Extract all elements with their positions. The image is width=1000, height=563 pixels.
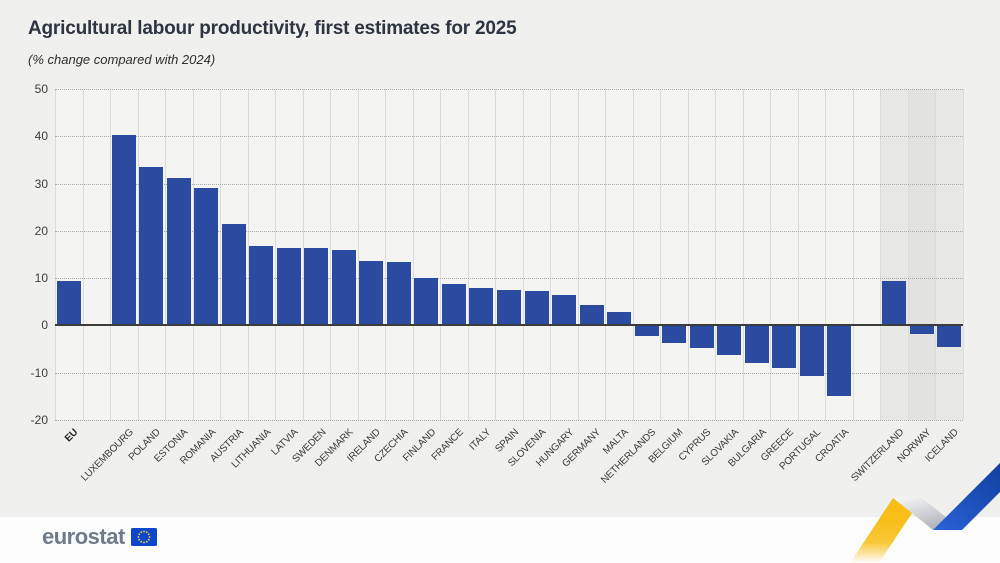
y-gridline [55, 372, 963, 374]
column-gridline [880, 89, 882, 420]
column-gridline [220, 89, 222, 420]
footer-band: eurostat [0, 517, 1000, 563]
column-gridline [715, 89, 717, 420]
column-gridline [742, 89, 744, 420]
zero-line [55, 324, 963, 327]
bar [607, 312, 632, 326]
column-gridline [357, 89, 359, 420]
column-gridline [302, 89, 304, 420]
y-gridline [55, 278, 963, 280]
bar [717, 325, 742, 355]
bar [772, 325, 797, 368]
bar [827, 325, 852, 396]
bar [744, 325, 769, 363]
y-axis-label: 30 [34, 176, 48, 191]
non-eu-shade [935, 89, 963, 420]
bar [331, 250, 356, 326]
column-gridline [110, 89, 112, 420]
y-axis-label: 0 [41, 318, 48, 333]
column-gridline [852, 89, 854, 420]
bar [882, 281, 907, 326]
column-gridline [137, 89, 139, 420]
y-axis-label: 20 [34, 223, 48, 238]
bar [304, 248, 329, 326]
bar [194, 188, 219, 326]
column-gridline [522, 89, 524, 420]
eurostat-ribbon-graphic [850, 463, 1000, 563]
column-gridline [577, 89, 579, 420]
y-gridline [55, 136, 963, 138]
bar [662, 325, 687, 343]
bar [276, 247, 301, 326]
bar [221, 224, 246, 326]
column-gridline [467, 89, 469, 420]
bar [249, 245, 274, 326]
bar [579, 304, 604, 326]
bar [909, 325, 934, 335]
x-axis-label: EU [63, 427, 81, 445]
y-gridline [55, 89, 963, 90]
column-gridline [963, 89, 964, 420]
x-axis-label: ITALY [467, 427, 494, 453]
eu-flag-icon [130, 528, 157, 546]
bar [552, 294, 577, 326]
y-gridline [55, 230, 963, 232]
column-gridline [770, 89, 772, 420]
column-gridline [935, 89, 937, 420]
bar [56, 281, 81, 326]
column-gridline [660, 89, 662, 420]
bar [799, 325, 824, 376]
page-title: Agricultural labour productivity, first … [28, 18, 517, 39]
y-axis-label: 40 [34, 129, 48, 144]
bar [937, 325, 962, 348]
eurostat-logo: eurostat [42, 526, 157, 548]
column-gridline [385, 89, 387, 420]
non-eu-shade [880, 89, 908, 420]
eurostat-logo-text: eurostat [42, 524, 125, 549]
column-gridline [495, 89, 497, 420]
bar [111, 135, 136, 326]
column-gridline [687, 89, 689, 420]
bar [524, 290, 549, 326]
y-axis-label: 50 [34, 82, 48, 96]
bar [414, 277, 439, 326]
column-gridline [550, 89, 552, 420]
column-gridline [82, 89, 84, 420]
column-gridline [605, 89, 607, 420]
bar [634, 325, 659, 336]
bar [497, 289, 521, 326]
y-axis-label: -10 [30, 365, 48, 380]
column-gridline [192, 89, 194, 420]
column-gridline [440, 89, 442, 420]
column-gridline [165, 89, 167, 420]
y-gridline [55, 183, 963, 185]
bar [386, 262, 411, 326]
column-gridline [247, 89, 249, 420]
chart-subtitle: (% change compared with 2024) [28, 52, 216, 67]
column-gridline [797, 89, 799, 420]
column-gridline [412, 89, 414, 420]
y-axis-label: 10 [34, 271, 48, 286]
y-gridline [55, 420, 963, 421]
column-gridline [55, 89, 56, 420]
column-gridline [825, 89, 827, 420]
column-gridline [330, 89, 332, 420]
column-gridline [275, 89, 277, 420]
bar [166, 178, 191, 326]
bar [139, 166, 164, 326]
bar [689, 325, 714, 348]
column-gridline [907, 89, 909, 420]
y-axis-label: -20 [30, 413, 48, 427]
bar [359, 260, 384, 326]
bar [469, 287, 494, 326]
column-gridline [632, 89, 634, 420]
bar [441, 284, 466, 326]
non-eu-shade [907, 89, 936, 420]
